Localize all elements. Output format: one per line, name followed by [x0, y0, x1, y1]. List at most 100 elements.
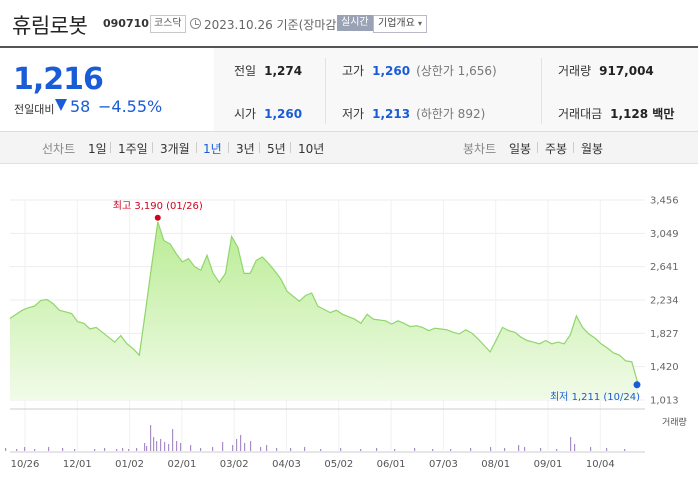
- period-5y[interactable]: 5년: [267, 142, 286, 156]
- volume-bar: [250, 441, 252, 451]
- stat-high: 고가 1,260 (상한가 1,656): [342, 62, 497, 79]
- volume-bar: [160, 439, 162, 451]
- stock-name: 휴림로봇: [12, 14, 88, 38]
- y-tick-label: 3,049: [650, 229, 679, 240]
- stock-header: 휴림로봇 090710 코스닥 2023.10.26 기준(장마감) 실시간 기…: [0, 0, 698, 50]
- volume-bars: [5, 425, 626, 451]
- period-10y[interactable]: 10년: [298, 142, 325, 156]
- price-stats: 전일 1,274 고가 1,260 (상한가 1,656) 거래량 917,004 시가…: [214, 46, 698, 132]
- price-area: [10, 221, 638, 400]
- period-1w[interactable]: 1주일: [118, 142, 148, 156]
- min-annotation: 최저 1,211 (10/24): [550, 391, 640, 403]
- volume-value: 917,004: [599, 64, 654, 78]
- candle-weekly[interactable]: 주봉: [545, 142, 568, 156]
- y-tick-label: 3,456: [650, 196, 679, 207]
- volume-bar: [176, 441, 178, 451]
- y-tick-label: 1,420: [650, 362, 679, 373]
- prev-close-label: 전일: [234, 64, 257, 78]
- price-summary: 1,216 전일대비 58 −4.55%: [0, 46, 214, 132]
- volume-bar: [136, 448, 138, 451]
- volume-bar: [320, 449, 322, 451]
- open-label: 시가: [234, 107, 257, 121]
- volume-bar: [122, 448, 124, 451]
- min-point: [633, 381, 641, 389]
- volume-bar: [212, 447, 214, 451]
- volume-bar: [116, 449, 118, 451]
- x-tick-label: 12/01: [63, 459, 92, 470]
- period-3m[interactable]: 3개월: [160, 142, 190, 156]
- high-label: 고가: [342, 64, 365, 78]
- volume-bar: [340, 448, 342, 451]
- volume-bar: [34, 449, 36, 451]
- volume-bar: [556, 449, 558, 451]
- volume-bar: [24, 447, 26, 451]
- x-tick-label: 08/01: [481, 459, 510, 470]
- y-axis: 3,456 3,049 2,641 2,234 1,827 1,420 1,013: [650, 196, 679, 407]
- volume-bar: [146, 446, 148, 451]
- realtime-button[interactable]: 실시간: [337, 15, 373, 31]
- prev-close-value: 1,274: [264, 64, 303, 78]
- y-tick-label: 1,013: [650, 396, 679, 407]
- x-tick-label: 09/01: [534, 459, 563, 470]
- x-axis: 10/26 12/01 01/02 02/01 03/02 04/03 05/02 06/01…: [11, 459, 615, 470]
- volume-bar: [150, 425, 152, 451]
- max-point: [154, 214, 161, 221]
- change-rate: −4.55%: [98, 97, 163, 116]
- volume-bar: [144, 443, 146, 451]
- volume-bar: [168, 444, 170, 451]
- candle-daily[interactable]: 일봉: [509, 142, 532, 156]
- period-1d[interactable]: 1일: [88, 142, 107, 156]
- volume-bar: [490, 447, 492, 451]
- volume-bar: [153, 437, 155, 451]
- chevron-down-icon: ▾: [418, 19, 423, 28]
- company-overview-dropdown[interactable]: 기업개요 ▾: [373, 15, 428, 33]
- volume-bar: [432, 449, 434, 451]
- volume-bar: [606, 448, 608, 451]
- volume-bar: [180, 443, 182, 451]
- x-tick-label: 07/03: [429, 459, 458, 470]
- period-3y[interactable]: 3년: [236, 142, 255, 156]
- stock-code: 090710: [103, 17, 149, 30]
- down-arrow-icon: [55, 99, 67, 111]
- amount-value: 1,128 백만: [610, 107, 675, 121]
- y-tick-label: 2,641: [650, 262, 679, 273]
- x-tick-label: 10/04: [586, 459, 615, 470]
- volume-bar: [222, 442, 224, 451]
- volume-bar: [200, 448, 202, 451]
- candle-chart-label: 봉차트: [463, 142, 497, 156]
- volume-bar: [504, 448, 506, 451]
- lower-limit: (하한가 892): [416, 107, 486, 121]
- x-tick-label: 06/01: [377, 459, 406, 470]
- volume-bar: [540, 448, 542, 451]
- volume-bar: [570, 437, 572, 451]
- volume-bar: [470, 448, 472, 451]
- stat-open: 시가 1,260: [234, 105, 302, 122]
- volume-label: 거래량: [662, 416, 687, 428]
- x-tick-label: 04/03: [272, 459, 301, 470]
- current-price: 1,216: [13, 62, 104, 97]
- volume-bar: [524, 447, 526, 451]
- x-tick-label: 01/02: [115, 459, 144, 470]
- clock-icon: [190, 18, 201, 29]
- volume-bar: [156, 441, 158, 451]
- volume-bar: [94, 449, 96, 451]
- low-label: 저가: [342, 107, 365, 121]
- volume-label: 거래량: [558, 64, 592, 78]
- price-chart[interactable]: 3,456 3,049 2,641 2,234 1,827 1,420 1,013 10/2…: [0, 185, 698, 485]
- line-chart-label: 선차트: [42, 142, 76, 156]
- volume-bar: [244, 443, 246, 451]
- candle-monthly[interactable]: 월봉: [581, 142, 604, 156]
- max-annotation: 최고 3,190 (01/26): [113, 200, 203, 212]
- volume-bar: [304, 447, 306, 451]
- high-value: 1,260: [372, 64, 411, 78]
- volume-bar: [164, 442, 166, 451]
- volume-bar: [266, 445, 268, 451]
- volume-bar: [74, 449, 76, 451]
- volume-bar: [172, 429, 174, 451]
- stat-prev-close: 전일 1,274: [234, 62, 302, 79]
- volume-bar: [16, 449, 18, 451]
- period-1y[interactable]: 1년: [203, 142, 222, 156]
- amount-label: 거래대금: [558, 107, 603, 121]
- stat-low: 저가 1,213 (하한가 892): [342, 105, 485, 122]
- volume-bar: [414, 448, 416, 451]
